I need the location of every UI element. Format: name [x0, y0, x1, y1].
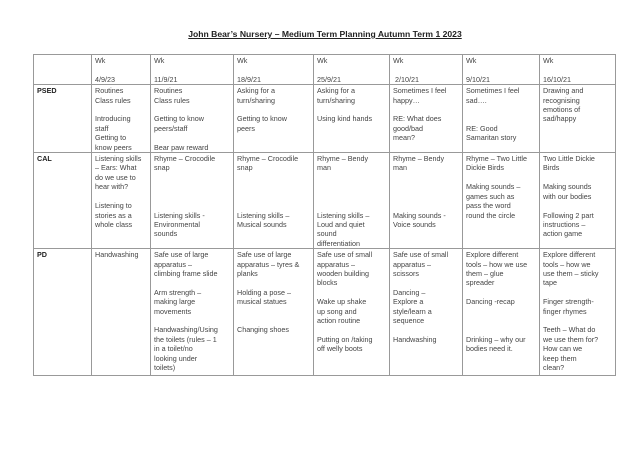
- header-row: Wk 4/9/23 Wk 11/9/21 Wk 18/9/21 Wk 25/9/…: [33, 53, 616, 86]
- plan-cell: Sometimes I feel sad…. RE: Good Samarita…: [462, 84, 540, 154]
- plan-cell: Rhyme – Two Little Dickie Birds Making s…: [462, 152, 540, 250]
- plan-cell: Rhyme – Bendy man Listening skills – Lou…: [313, 152, 390, 250]
- area-label: PSED: [33, 84, 92, 154]
- plan-cell: Rhyme – Crocodile snap Listening skills …: [150, 152, 234, 250]
- plan-cell: Safe use of small apparatus – wooden bui…: [313, 248, 390, 377]
- week-header: Wk 4/9/23: [91, 53, 151, 86]
- plan-cell: Safe use of large apparatus – tyres & pl…: [233, 248, 314, 377]
- plan-cell: Rhyme – Crocodile snap Listening skills …: [233, 152, 314, 250]
- week-header: Wk 25/9/21: [313, 53, 390, 86]
- table-row-pd: PD Handwashing Safe use of large apparat…: [33, 248, 616, 377]
- plan-cell: Drawing and recognising emotions of sad/…: [539, 84, 616, 154]
- area-label: PD: [33, 248, 92, 377]
- document-title: John Bear’s Nursery – Medium Term Planni…: [188, 29, 462, 39]
- area-label: CAL: [33, 152, 92, 250]
- corner-cell: [33, 53, 92, 86]
- plan-cell: Explore different tools – how we use the…: [462, 248, 540, 377]
- plan-cell: Asking for a turn/sharing Using kind han…: [313, 84, 390, 154]
- week-header: Wk 2/10/21: [389, 53, 463, 86]
- plan-cell: Sometimes I feel happy… RE: What does go…: [389, 84, 463, 154]
- week-header: Wk 16/10/21: [539, 53, 616, 86]
- plan-cell: Rhyme – Bendy man Making sounds - Voice …: [389, 152, 463, 250]
- plan-cell: Safe use of small apparatus – scissors D…: [389, 248, 463, 377]
- plan-cell: Explore different tools – how we use the…: [539, 248, 616, 377]
- plan-cell: Asking for a turn/sharing Getting to kno…: [233, 84, 314, 154]
- plan-cell: Handwashing: [91, 248, 151, 377]
- week-header: Wk 11/9/21: [150, 53, 234, 86]
- plan-cell: Listening skills – Ears: What do we use …: [91, 152, 151, 250]
- week-header: Wk 18/9/21: [233, 53, 314, 86]
- plan-cell: Two Little Dickie Birds Making sounds wi…: [539, 152, 616, 250]
- plan-cell: Routines Class rules Introducing staff G…: [91, 84, 151, 154]
- plan-cell: Safe use of large apparatus – climbing f…: [150, 248, 234, 377]
- planning-table: Wk 4/9/23 Wk 11/9/21 Wk 18/9/21 Wk 25/9/…: [33, 53, 616, 377]
- table-row-psed: PSED Routines Class rules Introducing st…: [33, 84, 616, 154]
- plan-cell: Routines Class rules Getting to know pee…: [150, 84, 234, 154]
- table-row-cal: CAL Listening skills – Ears: What do we …: [33, 152, 616, 250]
- week-header: Wk 9/10/21: [462, 53, 540, 86]
